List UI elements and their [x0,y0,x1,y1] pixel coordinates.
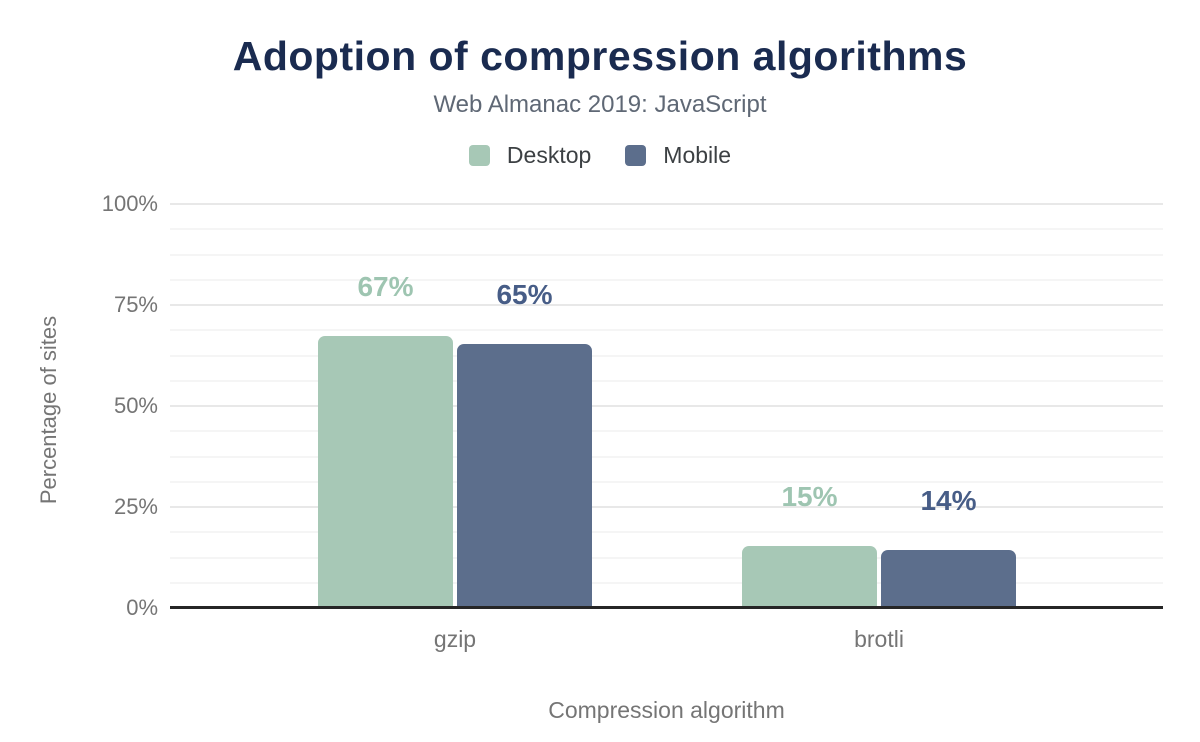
mobile-swatch-icon [625,145,647,166]
bar-gzip-mobile[interactable] [457,344,592,607]
gridline-major [170,304,1163,306]
gridline-minor [170,354,1163,357]
gridline-major [170,203,1163,205]
x-category-label-gzip: gzip [433,626,477,652]
value-label-brotli-desktop: 15% [781,481,838,513]
value-label-gzip-desktop: 67% [357,271,414,303]
x-axis-line [170,606,1163,609]
gridline-minor [170,379,1163,382]
chart-title: Adoption of compression algorithms [232,33,968,79]
gridline-minor [170,556,1163,559]
gridline-minor [170,581,1163,584]
legend-label-mobile: Mobile [663,142,732,168]
chart-subtitle: Web Almanac 2019: JavaScript [433,91,767,118]
legend-item-mobile[interactable]: Mobile [625,142,731,169]
gridline-minor [170,430,1163,433]
gridline-minor [170,480,1163,483]
gridline-minor [170,531,1163,534]
gridline-minor [170,228,1163,231]
plot-area: 67% 65% gzip 15% 14% brotli [170,203,1163,652]
bar-gzip-desktop[interactable] [318,336,453,607]
legend-item-desktop[interactable]: Desktop [468,142,592,169]
bar-brotli-mobile[interactable] [881,550,1016,607]
gridline-major [170,405,1163,407]
y-tick-label: 75% [113,292,158,317]
y-tick-label: 0% [126,595,158,620]
legend-label-desktop: Desktop [506,142,592,168]
gridline-minor [170,253,1163,256]
gridline-major [170,506,1163,508]
bar-brotli-desktop[interactable] [742,546,877,607]
y-axis-ticks: 0% 25% 50% 75% 100% [0,191,158,620]
gridline-minor [170,329,1163,332]
x-category-label-brotli: brotli [854,626,904,652]
x-axis-title: Compression algorithm [548,697,785,723]
gridline-minor [170,278,1163,281]
gridline-minor [170,455,1163,458]
value-label-brotli-mobile: 14% [920,485,977,517]
y-tick-label: 50% [113,393,158,418]
desktop-swatch-icon [468,145,490,166]
y-tick-label: 25% [113,494,158,519]
value-label-gzip-mobile: 65% [496,279,553,311]
legend: Desktop Mobile [0,142,1200,169]
y-tick-label: 100% [101,191,158,216]
